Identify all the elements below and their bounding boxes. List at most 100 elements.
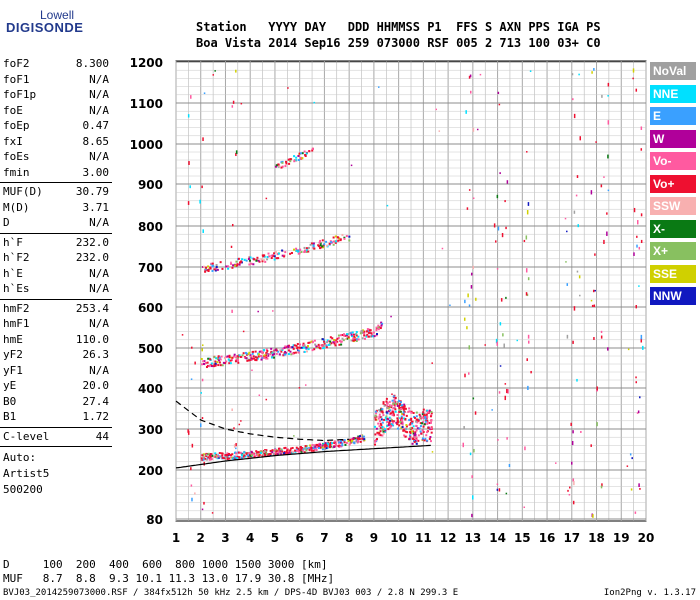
echo-point [307, 348, 310, 351]
echo-point [384, 416, 387, 419]
noise-point [590, 190, 593, 195]
echo-point [426, 422, 429, 425]
echo-point [259, 451, 262, 454]
echo-point [387, 424, 390, 427]
param-row: B1 1.72 [3, 410, 109, 424]
echo-point [396, 417, 399, 420]
noise-point [231, 309, 233, 313]
echo-point [413, 438, 416, 441]
echo-point [242, 352, 245, 355]
echo-point [260, 355, 263, 358]
echo-point [348, 235, 351, 238]
panel-divider [0, 232, 112, 234]
noise-point [640, 338, 643, 343]
noise-point [635, 305, 637, 309]
x-tick-label: 5 [271, 531, 279, 545]
noise-point [527, 340, 530, 344]
noise-point [194, 361, 196, 365]
param-value: N/A [89, 317, 109, 330]
noise-point [570, 422, 572, 426]
echo-point [287, 346, 290, 349]
param-value: 26.3 [82, 348, 110, 361]
noise-point [491, 409, 493, 411]
noise-point [202, 137, 204, 142]
echo-point [217, 355, 220, 358]
echo-point [231, 453, 234, 456]
echo-point [249, 256, 252, 259]
echo-point [424, 414, 427, 417]
echo-point [308, 446, 311, 449]
echo-point [235, 358, 238, 361]
noise-point [600, 335, 603, 339]
legend-item: SSW [650, 197, 696, 215]
echo-point [401, 423, 404, 426]
noise-point [199, 199, 201, 204]
echo-point [330, 241, 333, 244]
noise-point [203, 92, 206, 95]
echo-point [277, 257, 280, 260]
noise-point [465, 110, 467, 114]
echo-point [380, 410, 383, 413]
echo-point [338, 343, 341, 346]
echo-point [264, 354, 267, 357]
echo-point [254, 359, 257, 362]
echo-point [389, 419, 392, 422]
echo-point [210, 365, 213, 368]
echo-point [211, 262, 214, 265]
noise-point [304, 384, 307, 386]
noise-point [591, 71, 593, 74]
noise-point [472, 265, 475, 270]
echo-point [270, 347, 273, 350]
echo-point [382, 414, 385, 417]
echo-point [304, 445, 307, 448]
echo-point [264, 260, 267, 263]
noise-point [607, 154, 609, 159]
echo-point [403, 427, 406, 430]
noise-point [606, 212, 608, 215]
noise-point [287, 87, 289, 89]
echo-point [209, 358, 212, 361]
noise-point [594, 253, 596, 256]
echo-point [395, 402, 398, 405]
noise-point [472, 397, 475, 400]
noise-point [642, 345, 644, 350]
echo-point [415, 411, 418, 414]
echo-point [264, 453, 267, 456]
echo-point [333, 440, 336, 443]
noise-point [578, 73, 580, 76]
noise-point [235, 447, 237, 450]
echo-point [365, 330, 368, 333]
param-row: D N/A [3, 216, 109, 230]
echo-point [308, 448, 311, 451]
noise-point [633, 207, 636, 213]
echo-point [351, 331, 354, 334]
echo-point [297, 351, 300, 354]
echo-point [309, 243, 312, 246]
echo-point [345, 334, 348, 337]
echo-point [333, 338, 336, 341]
noise-point [576, 378, 578, 382]
echo-point [272, 350, 275, 353]
echo-point [227, 265, 230, 268]
echo-point [281, 165, 284, 168]
echo-point [299, 446, 302, 449]
echo-point [251, 352, 254, 355]
echo-point [402, 412, 405, 415]
noise-point [596, 390, 598, 392]
echo-point [394, 408, 397, 411]
echo-point [205, 455, 208, 458]
echo-point [412, 425, 415, 428]
noise-point [472, 197, 475, 199]
echo-point [392, 407, 395, 410]
echo-point [419, 430, 422, 433]
echo-point [337, 445, 340, 448]
echo-point [332, 341, 335, 344]
echo-point [255, 356, 258, 359]
x-tick-label: 9 [370, 531, 378, 545]
echo-point [307, 250, 310, 253]
echo-point [368, 331, 371, 334]
noise-point [573, 481, 575, 486]
noise-point [201, 417, 204, 420]
echo-point [412, 437, 415, 440]
echo-point [204, 270, 207, 273]
